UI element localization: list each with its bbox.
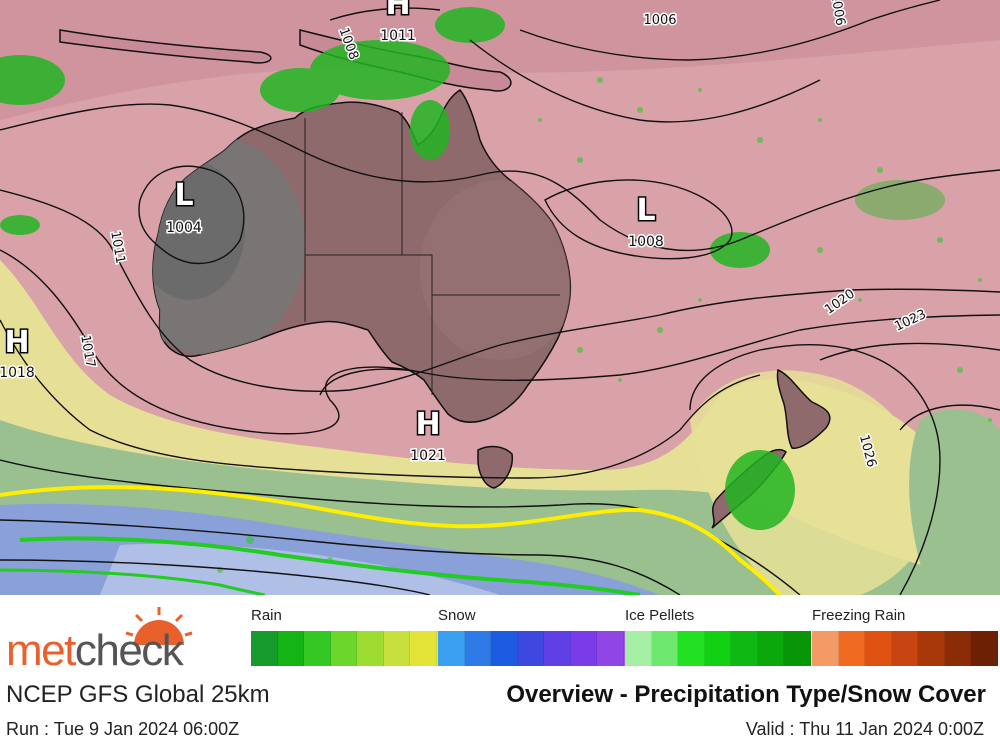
legend-swatches-freezing-rain bbox=[812, 631, 998, 666]
legend-swatch bbox=[410, 631, 437, 666]
map-canvas: H 1011 L 1004 L 1008 H 1018 H 1021 1006 … bbox=[0, 0, 1000, 595]
legend-title-freezing-rain: Freezing Rain bbox=[812, 607, 906, 624]
pressure-letter: H bbox=[4, 325, 29, 360]
valid-time: Valid : Thu 11 Jan 2024 0:00Z bbox=[745, 719, 984, 739]
legend-swatch bbox=[438, 631, 465, 666]
indonesia-islands bbox=[59, 29, 272, 64]
legend-swatch bbox=[678, 631, 705, 666]
pressure-centre-h-1021: H 1021 bbox=[409, 406, 448, 466]
pressure-letter: H bbox=[415, 407, 440, 442]
legend-swatch bbox=[517, 631, 544, 666]
logo-check-text: check bbox=[74, 626, 184, 675]
legend-swatch bbox=[464, 631, 491, 666]
sun-icon bbox=[125, 607, 193, 645]
legend-swatch bbox=[570, 631, 597, 666]
pressure-value: 1018 bbox=[0, 365, 35, 381]
precip-line-2 bbox=[0, 568, 266, 595]
pressure-value: 1004 bbox=[166, 220, 202, 236]
pressure-value: 1021 bbox=[410, 448, 446, 464]
legend-swatches-snow bbox=[438, 631, 650, 666]
isobar-label: 1017 bbox=[77, 334, 98, 369]
legend-swatch bbox=[944, 631, 971, 666]
legend-swatch bbox=[357, 631, 384, 666]
legend-swatch bbox=[757, 631, 784, 666]
legend-title-rain: Rain bbox=[251, 607, 282, 624]
legend-swatch bbox=[971, 631, 998, 666]
legend-swatches-ice-pellets bbox=[625, 631, 811, 666]
legend-swatch bbox=[731, 631, 758, 666]
legend-swatch bbox=[784, 631, 811, 666]
legend-swatch bbox=[918, 631, 945, 666]
legend-swatch bbox=[704, 631, 731, 666]
legend-title-ice-pellets: Ice Pellets bbox=[625, 607, 695, 624]
legend-swatches-rain bbox=[251, 631, 463, 666]
pressure-value: 1008 bbox=[628, 234, 664, 250]
pressure-letter: H bbox=[385, 0, 410, 22]
rain-patches bbox=[0, 7, 945, 530]
logo-met-text: met bbox=[6, 626, 76, 675]
legend-swatch bbox=[597, 631, 624, 666]
legend-swatch bbox=[544, 631, 571, 666]
legend-swatch bbox=[865, 631, 892, 666]
logo-wordmark: metcheck bbox=[6, 626, 184, 675]
metcheck-logo: metcheck bbox=[4, 599, 230, 679]
legend-swatch bbox=[491, 631, 518, 666]
legend-swatch bbox=[251, 631, 278, 666]
legend-swatch bbox=[651, 631, 678, 666]
model-name: NCEP GFS Global 25km bbox=[6, 681, 270, 708]
legend-title-snow: Snow bbox=[438, 607, 476, 624]
legend-swatch bbox=[891, 631, 918, 666]
precip-line bbox=[19, 536, 641, 595]
nz-yellow-area bbox=[690, 370, 932, 595]
forecast-map: H 1011 L 1004 L 1008 H 1018 H 1021 1006 … bbox=[0, 0, 1000, 595]
pressure-centre-l-1004: L 1004 bbox=[165, 177, 204, 238]
legend-footer: metcheck Rain Snow Ice Pellets Freezing … bbox=[0, 595, 1000, 749]
rain-speckles bbox=[217, 77, 992, 573]
pressure-centre-h-1018: H 1018 bbox=[0, 324, 36, 383]
legend-swatch bbox=[277, 631, 304, 666]
pressure-centre-h-1011: H 1011 bbox=[379, 0, 418, 46]
snow-line bbox=[0, 485, 782, 595]
legend-swatch bbox=[304, 631, 331, 666]
east-green-area bbox=[909, 409, 1000, 595]
nz-north-island bbox=[776, 368, 831, 449]
pressure-value: 1011 bbox=[380, 28, 416, 44]
pressure-letter: L bbox=[174, 178, 193, 213]
legend-swatch bbox=[838, 631, 865, 666]
tropical-shading bbox=[0, 0, 1000, 120]
chart-title: Overview - Precipitation Type/Snow Cover bbox=[506, 681, 986, 708]
isobar-label: 1011 bbox=[107, 230, 128, 265]
legend-swatch bbox=[812, 631, 839, 666]
legend-swatch bbox=[330, 631, 357, 666]
pressure-letter: L bbox=[636, 193, 655, 228]
run-time: Run : Tue 9 Jan 2024 06:00Z bbox=[6, 719, 240, 739]
legend-swatch bbox=[383, 631, 410, 666]
pressure-centre-l-1008: L 1008 bbox=[627, 192, 666, 252]
legend-swatch bbox=[625, 631, 652, 666]
isobar-label: 1006 bbox=[643, 13, 676, 28]
isobars bbox=[0, 0, 1000, 595]
